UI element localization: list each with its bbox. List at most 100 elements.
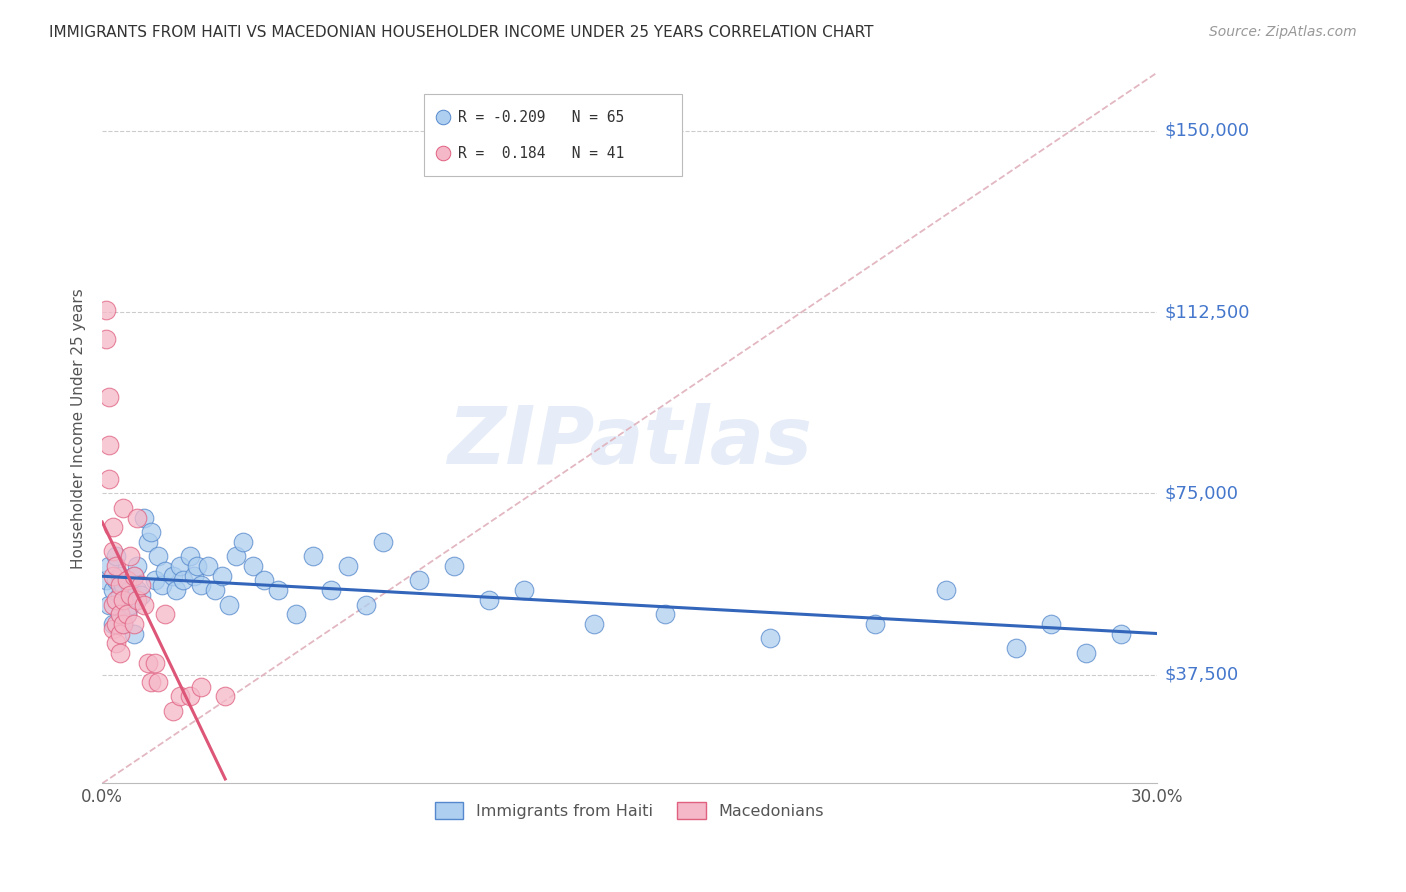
Point	[242, 558, 264, 573]
Y-axis label: Householder Income Under 25 years: Householder Income Under 25 years	[72, 288, 86, 568]
Legend: Immigrants from Haiti, Macedonians: Immigrants from Haiti, Macedonians	[429, 796, 831, 825]
Point	[373, 534, 395, 549]
Point	[865, 616, 887, 631]
Point	[1040, 616, 1063, 631]
Point	[129, 588, 152, 602]
Point	[197, 558, 219, 573]
Point	[115, 607, 138, 622]
Point	[284, 607, 307, 622]
Point	[98, 598, 121, 612]
Point	[101, 583, 124, 598]
Point	[155, 564, 177, 578]
Text: IMMIGRANTS FROM HAITI VS MACEDONIAN HOUSEHOLDER INCOME UNDER 25 YEARS CORRELATIO: IMMIGRANTS FROM HAITI VS MACEDONIAN HOUS…	[49, 25, 873, 40]
Point	[120, 549, 142, 564]
Point	[513, 583, 536, 598]
Point	[214, 690, 236, 704]
Point	[165, 583, 187, 598]
Point	[162, 568, 184, 582]
Point	[211, 568, 233, 582]
Point	[105, 636, 128, 650]
Point	[218, 598, 240, 612]
Point	[225, 549, 247, 564]
Point	[148, 674, 170, 689]
Point	[155, 607, 177, 622]
Point	[98, 472, 121, 486]
Point	[1226, 848, 1249, 863]
Point	[94, 332, 117, 346]
Point	[108, 646, 131, 660]
Point	[108, 607, 131, 622]
Point	[1005, 641, 1028, 656]
Point	[141, 674, 163, 689]
Point	[112, 500, 135, 515]
Point	[112, 578, 135, 592]
Point	[108, 568, 131, 582]
Point	[162, 704, 184, 718]
Point	[302, 549, 325, 564]
Text: $150,000: $150,000	[1166, 122, 1250, 140]
Point	[1226, 848, 1249, 863]
Text: $37,500: $37,500	[1166, 665, 1239, 683]
Point	[105, 574, 128, 588]
Point	[120, 583, 142, 598]
Point	[172, 574, 194, 588]
Point	[122, 568, 145, 582]
Point	[122, 616, 145, 631]
Point	[105, 616, 128, 631]
Point	[98, 438, 121, 452]
Point	[759, 632, 782, 646]
Point	[319, 583, 342, 598]
Point	[122, 626, 145, 640]
Point	[108, 578, 131, 592]
Text: ZIPatlas: ZIPatlas	[447, 403, 811, 482]
Point	[105, 558, 128, 573]
Point	[127, 592, 149, 607]
Point	[101, 568, 124, 582]
Point	[101, 622, 124, 636]
Point	[115, 574, 138, 588]
Point	[354, 598, 377, 612]
Point	[127, 510, 149, 524]
Point	[129, 578, 152, 592]
Point	[143, 656, 166, 670]
Point	[143, 574, 166, 588]
Text: $112,500: $112,500	[1166, 303, 1250, 321]
Point	[115, 574, 138, 588]
Text: $75,000: $75,000	[1166, 484, 1239, 502]
Point	[108, 626, 131, 640]
Point	[935, 583, 957, 598]
Text: Source: ZipAtlas.com: Source: ZipAtlas.com	[1209, 25, 1357, 39]
Point	[232, 534, 254, 549]
Point	[112, 592, 135, 607]
Point	[101, 520, 124, 534]
Point	[141, 525, 163, 540]
Point	[1111, 626, 1133, 640]
Point	[190, 578, 212, 592]
Point	[1076, 646, 1098, 660]
Point	[101, 544, 124, 558]
Point	[120, 598, 142, 612]
Point	[105, 549, 128, 564]
Text: R = -0.209   N = 65: R = -0.209 N = 65	[457, 110, 624, 125]
Point	[108, 607, 131, 622]
Point	[94, 302, 117, 317]
Point	[112, 616, 135, 631]
Point	[101, 598, 124, 612]
Point	[101, 616, 124, 631]
Point	[204, 583, 226, 598]
Point	[98, 390, 121, 404]
Point	[136, 656, 159, 670]
Point	[169, 690, 191, 704]
Text: R =  0.184   N = 41: R = 0.184 N = 41	[457, 145, 624, 161]
Point	[179, 549, 201, 564]
Point	[190, 680, 212, 694]
Point	[136, 534, 159, 549]
Point	[134, 510, 156, 524]
Point	[122, 568, 145, 582]
Point	[127, 558, 149, 573]
Point	[253, 574, 276, 588]
Point	[179, 690, 201, 704]
Point	[112, 592, 135, 607]
Point	[186, 558, 208, 573]
Point	[337, 558, 360, 573]
